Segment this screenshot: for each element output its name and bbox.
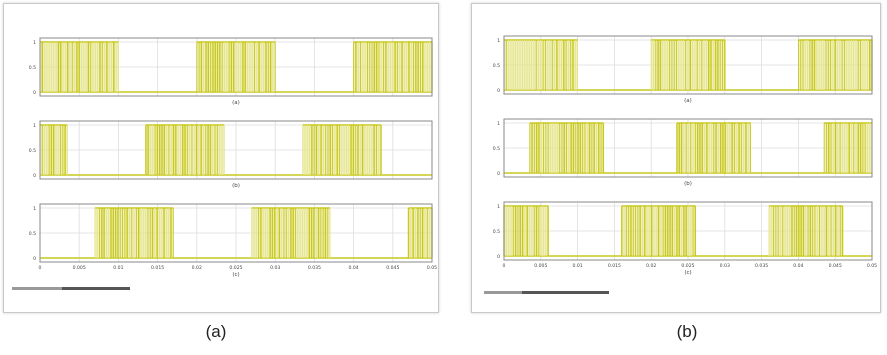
x-tick-label: 0.035: [308, 265, 321, 271]
y-tick-label: 1: [33, 206, 36, 212]
axes-frame: [39, 203, 433, 263]
x-tick-label: 0.005: [73, 265, 86, 271]
x-tick-label: 0.02: [646, 263, 656, 269]
x-tick-label: 0.05: [867, 263, 877, 269]
subplot-label: (b): [684, 181, 692, 187]
y-tick-label: 0: [497, 88, 500, 94]
scrollbar-track-b[interactable]: [484, 291, 609, 294]
chart-b-subplot-2: 1 0.5 0 (b): [493, 118, 873, 187]
caption-a: (a): [205, 322, 227, 341]
subplot-label: (b): [232, 183, 240, 189]
axes-frame: [503, 118, 873, 178]
caption-b: (b): [676, 322, 698, 341]
y-tick-label: 1: [497, 204, 500, 210]
y-tick-label: 0.5: [493, 63, 500, 69]
y-tick-label: 0.5: [493, 229, 500, 235]
x-tick-label: 0.05: [427, 265, 437, 271]
scrollbar-track-a[interactable]: [12, 287, 130, 290]
y-tick-label: 1: [497, 121, 500, 127]
x-tick-label: 0.015: [608, 263, 621, 269]
chart-a-subplot-3: 1 0.5 00 0.005 0.01 0.015 0.02 0.025 0.03 0.035 0.…: [29, 203, 437, 278]
y-tick-label: 0.5: [493, 146, 500, 152]
subplot-label: (c): [232, 272, 239, 278]
x-tick-label: 0.015: [151, 265, 164, 271]
y-tick-label: 0: [33, 173, 36, 179]
chart-a-subplot-2: 1 0.5 0 (b): [29, 120, 433, 189]
x-tick-label: 0: [503, 263, 506, 269]
x-tick-label: 0.03: [270, 265, 280, 271]
scrollbar-thumb-b[interactable]: [484, 291, 522, 294]
y-tick-label: 0.5: [29, 148, 36, 154]
y-tick-label: 0: [497, 254, 500, 260]
y-tick-label: 0.5: [29, 231, 36, 237]
subplot-label: (a): [684, 98, 692, 104]
axes-frame: [503, 201, 873, 261]
chart-a-svg: 10.50(a)10.50(b)10.500 0.005 0.01 0.015 0.02…: [29, 37, 437, 278]
x-tick-label: 0.025: [229, 265, 242, 271]
chart-a-subplot-1: 1 0.5 0 (a): [29, 37, 433, 106]
scrollbar-thumb-a[interactable]: [12, 287, 62, 290]
x-tick-label: 0.04: [348, 265, 358, 271]
axes-frame: [503, 35, 873, 95]
pulse-band: [824, 123, 872, 173]
x-tick-label: 0.045: [829, 263, 842, 269]
x-tick-label: 0: [39, 265, 42, 271]
x-tick-label: 0.025: [681, 263, 694, 269]
x-tick-label: 0.02: [192, 265, 202, 271]
x-tick-label: 0.005: [534, 263, 547, 269]
chart-b-subplot-1: 1 0.5 0 (a): [493, 35, 873, 104]
x-tick-label: 0.03: [720, 263, 730, 269]
y-tick-label: 1: [33, 40, 36, 46]
x-tick-label: 0.045: [386, 265, 399, 271]
y-tick-label: 0.5: [29, 65, 36, 71]
figure-panel-a: 1 0.5 0 (a) 1 0.5 0 (b) 1 0.5 0 0 0.005 0.01 0.015 0.02…: [3, 3, 439, 313]
x-tick-label: 0.01: [572, 263, 582, 269]
chart-b-svg: 10.50(a)10.50(b)10.500 0.005 0.01 0.015 0.02…: [493, 35, 877, 276]
x-tick-label: 0.01: [113, 265, 123, 271]
x-tick-label: 0.04: [793, 263, 803, 269]
figure-panel-b: 1 0.5 0 (a) 1 0.5 0 (b) 1 0.5 0 0 0.005 0.01 0.015 0.02…: [471, 3, 881, 313]
chart-b-subplot-3: 1 0.5 00 0.005 0.01 0.015 0.02 0.025 0.03 0.035 0.…: [493, 201, 877, 276]
subplot-label: (a): [232, 100, 240, 106]
axes-frame: [39, 37, 433, 97]
y-tick-label: 0: [497, 171, 500, 177]
x-tick-label: 0.035: [755, 263, 768, 269]
subplot-label: (c): [684, 270, 691, 276]
y-tick-label: 0: [33, 256, 36, 262]
y-tick-label: 0: [33, 90, 36, 96]
axes-frame: [39, 120, 433, 180]
y-tick-label: 1: [497, 38, 500, 44]
y-tick-label: 1: [33, 123, 36, 129]
